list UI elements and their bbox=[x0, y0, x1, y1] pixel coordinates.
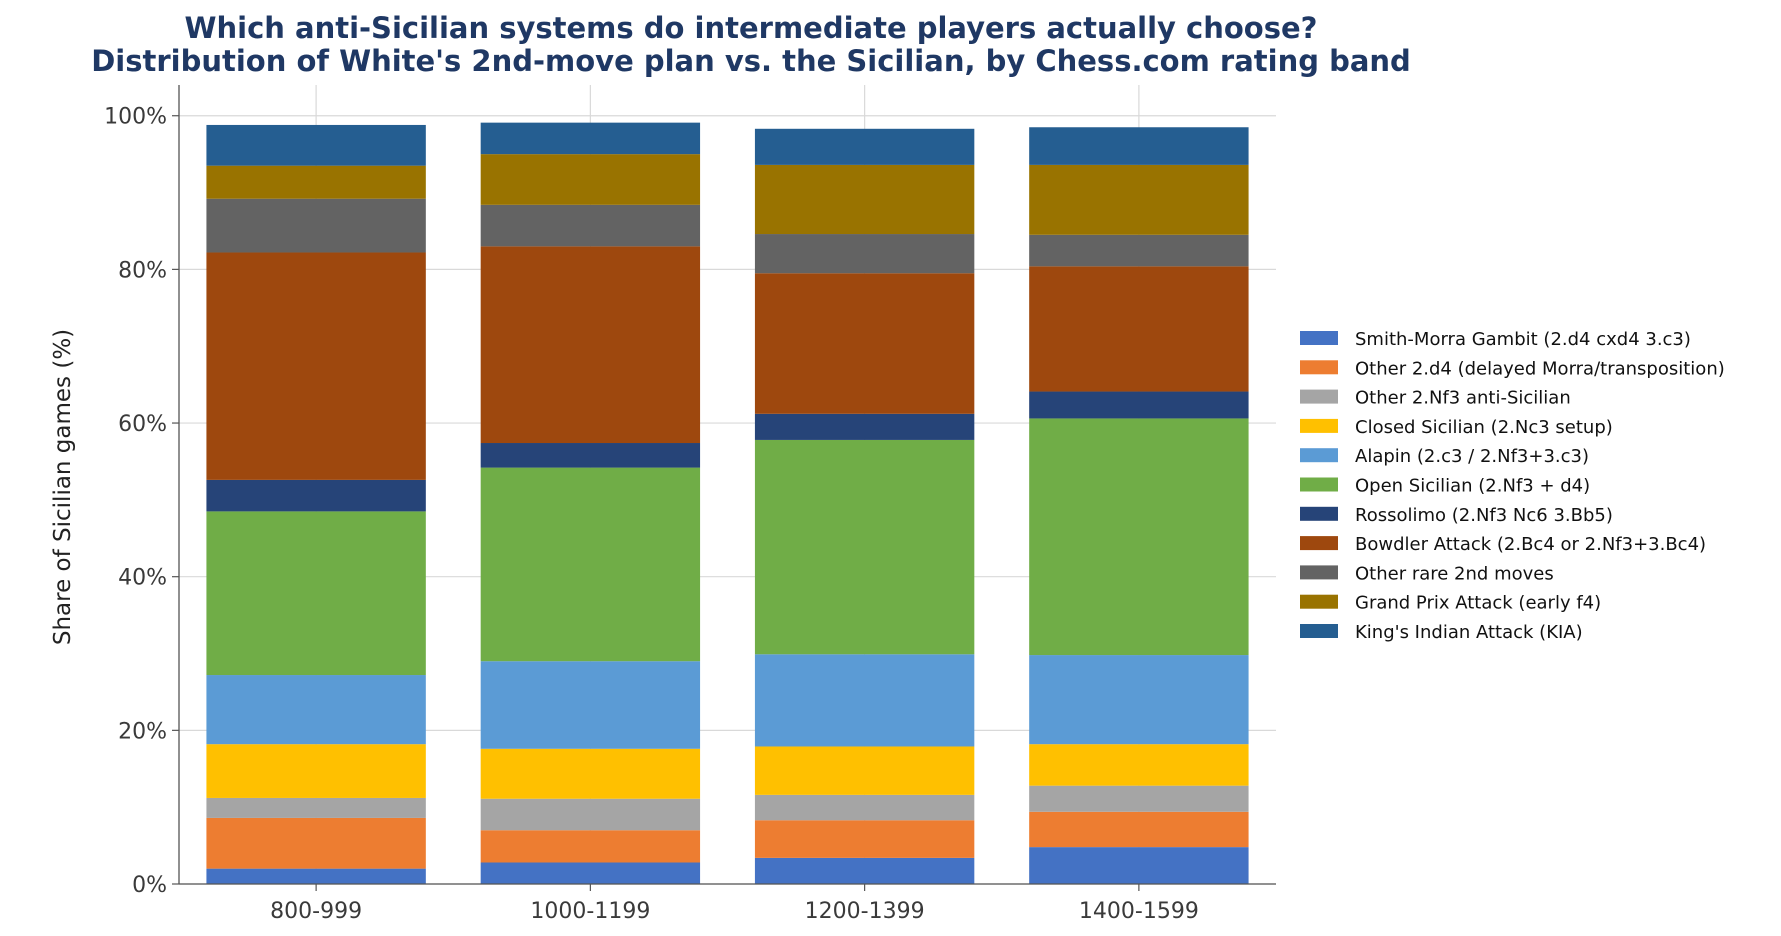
bar-segment-other-rare-2nd-moves-1200-1399 bbox=[754, 234, 975, 274]
bar-segment-rossolimo-2-nf3-nc6-3-bb5-1000-1199 bbox=[480, 443, 701, 468]
bar-segment-open-sicilian-2-nf3-d4-1000-1199 bbox=[480, 467, 701, 662]
bar-segment-other-2-d4-delayed-morra-transposition-1000-1199 bbox=[480, 830, 701, 863]
bar-segment-open-sicilian-2-nf3-d4-1400-1599 bbox=[1029, 418, 1249, 656]
bar-segment-smith-morra-gambit-2-d4-cxd4-3-c3-1200-1399 bbox=[754, 857, 975, 884]
bar-segment-other-2-nf3-anti-sicilian-1400-1599 bbox=[1029, 785, 1249, 812]
bar-segment-other-2-d4-delayed-morra-transposition-1400-1599 bbox=[1029, 811, 1249, 848]
legend-entry-label: King's Indian Attack (KIA) bbox=[1355, 622, 1583, 643]
legend-swatch bbox=[1300, 360, 1338, 375]
y-tick-label: 60% bbox=[118, 412, 167, 437]
bar-segment-other-2-nf3-anti-sicilian-1200-1399 bbox=[754, 794, 975, 821]
legend-entry-label: Bowdler Attack (2.Bc4 or 2.Nf3+3.Bc4) bbox=[1355, 534, 1706, 555]
bar-segment-smith-morra-gambit-2-d4-cxd4-3-c3-800-999 bbox=[206, 868, 426, 884]
bar-segment-king-s-indian-attack-kia-1400-1599 bbox=[1029, 127, 1249, 165]
bar-segment-grand-prix-attack-early-f4-1000-1199 bbox=[480, 154, 701, 205]
bar-segment-king-s-indian-attack-kia-1000-1199 bbox=[480, 122, 701, 155]
legend-entry-label: Grand Prix Attack (early f4) bbox=[1355, 593, 1601, 614]
legend-swatch bbox=[1300, 506, 1338, 521]
legend-swatch bbox=[1300, 594, 1338, 609]
legend-swatch bbox=[1300, 448, 1338, 463]
tick-labels: 0% 20% 40% 60% 80% 100% 800-999 1000-1199 1200-1… bbox=[104, 105, 1199, 924]
x-tick-label: 1200-1399 bbox=[805, 899, 925, 924]
bar-segment-closed-sicilian-2-nc3-setup-1200-1399 bbox=[754, 746, 975, 795]
bar-stacks bbox=[206, 122, 1249, 884]
bar-segment-other-2-d4-delayed-morra-transposition-1200-1399 bbox=[754, 820, 975, 858]
bar-segment-closed-sicilian-2-nc3-setup-1000-1199 bbox=[480, 748, 701, 799]
bar-segment-other-2-nf3-anti-sicilian-800-999 bbox=[206, 797, 426, 818]
legend-swatch bbox=[1300, 331, 1338, 345]
bar-segment-other-2-nf3-anti-sicilian-1000-1199 bbox=[480, 798, 701, 831]
chart-title: Which anti-Sicilian systems do intermedi… bbox=[185, 11, 1318, 45]
axes bbox=[172, 85, 1276, 891]
y-tick-label: 100% bbox=[104, 105, 167, 130]
legend-entry-label: Other rare 2nd moves bbox=[1355, 563, 1554, 584]
chart-subtitle: Distribution of White's 2nd-move plan vs… bbox=[91, 44, 1411, 78]
bar-segment-open-sicilian-2-nf3-d4-800-999 bbox=[206, 511, 426, 676]
bar-segment-closed-sicilian-2-nc3-setup-1400-1599 bbox=[1029, 744, 1249, 786]
y-tick-label: 80% bbox=[118, 258, 167, 283]
bar-segment-other-rare-2nd-moves-1400-1599 bbox=[1029, 234, 1249, 267]
legend-entry-label: Other 2.d4 (delayed Morra/transposition) bbox=[1355, 358, 1725, 379]
bar-segment-rossolimo-2-nf3-nc6-3-bb5-1200-1399 bbox=[754, 413, 975, 440]
bar-segment-bowdler-attack-2-bc4-or-2-nf3-3-bc4-1200-1399 bbox=[754, 273, 975, 414]
y-axis-label: Share of Sicilian games (%) bbox=[50, 329, 76, 645]
y-tick-label: 40% bbox=[118, 566, 167, 591]
legend-swatch bbox=[1300, 536, 1338, 551]
x-tick-label: 800-999 bbox=[270, 899, 362, 924]
bar-segment-bowdler-attack-2-bc4-or-2-nf3-3-bc4-1000-1199 bbox=[480, 246, 701, 444]
bar-segment-bowdler-attack-2-bc4-or-2-nf3-3-bc4-1400-1599 bbox=[1029, 266, 1249, 392]
legend-entry-label: Open Sicilian (2.Nf3 + d4) bbox=[1355, 476, 1590, 497]
bar-segment-grand-prix-attack-early-f4-1400-1599 bbox=[1029, 164, 1249, 235]
legend-swatch bbox=[1300, 565, 1338, 580]
y-tick-label: 0% bbox=[132, 873, 167, 898]
bar-segment-grand-prix-attack-early-f4-1200-1399 bbox=[754, 164, 975, 235]
x-tick-label: 1400-1599 bbox=[1079, 899, 1199, 924]
x-tick-label: 1000-1199 bbox=[530, 899, 650, 924]
legend-swatch bbox=[1300, 624, 1338, 638]
bar-segment-king-s-indian-attack-kia-1200-1399 bbox=[754, 128, 975, 165]
bar-segment-alapin-2-c3-2-nf3-3-c3-1000-1199 bbox=[480, 661, 701, 749]
bar-segment-smith-morra-gambit-2-d4-cxd4-3-c3-1400-1599 bbox=[1029, 847, 1249, 884]
bar-segment-rossolimo-2-nf3-nc6-3-bb5-1400-1599 bbox=[1029, 391, 1249, 419]
legend-swatch bbox=[1300, 418, 1338, 433]
legend-entry-label: Alapin (2.c3 / 2.Nf3+3.c3) bbox=[1355, 446, 1589, 467]
bar-segment-alapin-2-c3-2-nf3-3-c3-800-999 bbox=[206, 675, 426, 745]
legend-entry-label: Other 2.Nf3 anti-Sicilian bbox=[1355, 388, 1571, 409]
legend-swatch bbox=[1300, 389, 1338, 404]
bar-segment-bowdler-attack-2-bc4-or-2-nf3-3-bc4-800-999 bbox=[206, 252, 426, 480]
y-tick-label: 20% bbox=[118, 719, 167, 744]
bar-segment-other-rare-2nd-moves-1000-1199 bbox=[480, 204, 701, 247]
legend-swatch bbox=[1300, 477, 1338, 492]
bar-segment-grand-prix-attack-early-f4-800-999 bbox=[206, 165, 426, 199]
bar-segment-other-rare-2nd-moves-800-999 bbox=[206, 198, 426, 253]
bar-segment-other-2-d4-delayed-morra-transposition-800-999 bbox=[206, 817, 426, 869]
legend-entry-label: Smith-Morra Gambit (2.d4 cxd4 3.c3) bbox=[1355, 329, 1691, 350]
bar-segment-rossolimo-2-nf3-nc6-3-bb5-800-999 bbox=[206, 479, 426, 512]
bar-segment-alapin-2-c3-2-nf3-3-c3-1200-1399 bbox=[754, 654, 975, 747]
legend: Smith-Morra Gambit (2.d4 cxd4 3.c3) Other… bbox=[1300, 329, 1725, 643]
bar-segment-king-s-indian-attack-kia-800-999 bbox=[206, 124, 426, 166]
legend-entry-label: Rossolimo (2.Nf3 Nc6 3.Bb5) bbox=[1355, 505, 1613, 526]
bar-segment-smith-morra-gambit-2-d4-cxd4-3-c3-1000-1199 bbox=[480, 862, 701, 884]
bar-segment-alapin-2-c3-2-nf3-3-c3-1400-1599 bbox=[1029, 655, 1249, 745]
bar-segment-open-sicilian-2-nf3-d4-1200-1399 bbox=[754, 439, 975, 655]
legend-entry-label: Closed Sicilian (2.Nc3 setup) bbox=[1355, 417, 1613, 438]
bar-segment-closed-sicilian-2-nc3-setup-800-999 bbox=[206, 744, 426, 798]
